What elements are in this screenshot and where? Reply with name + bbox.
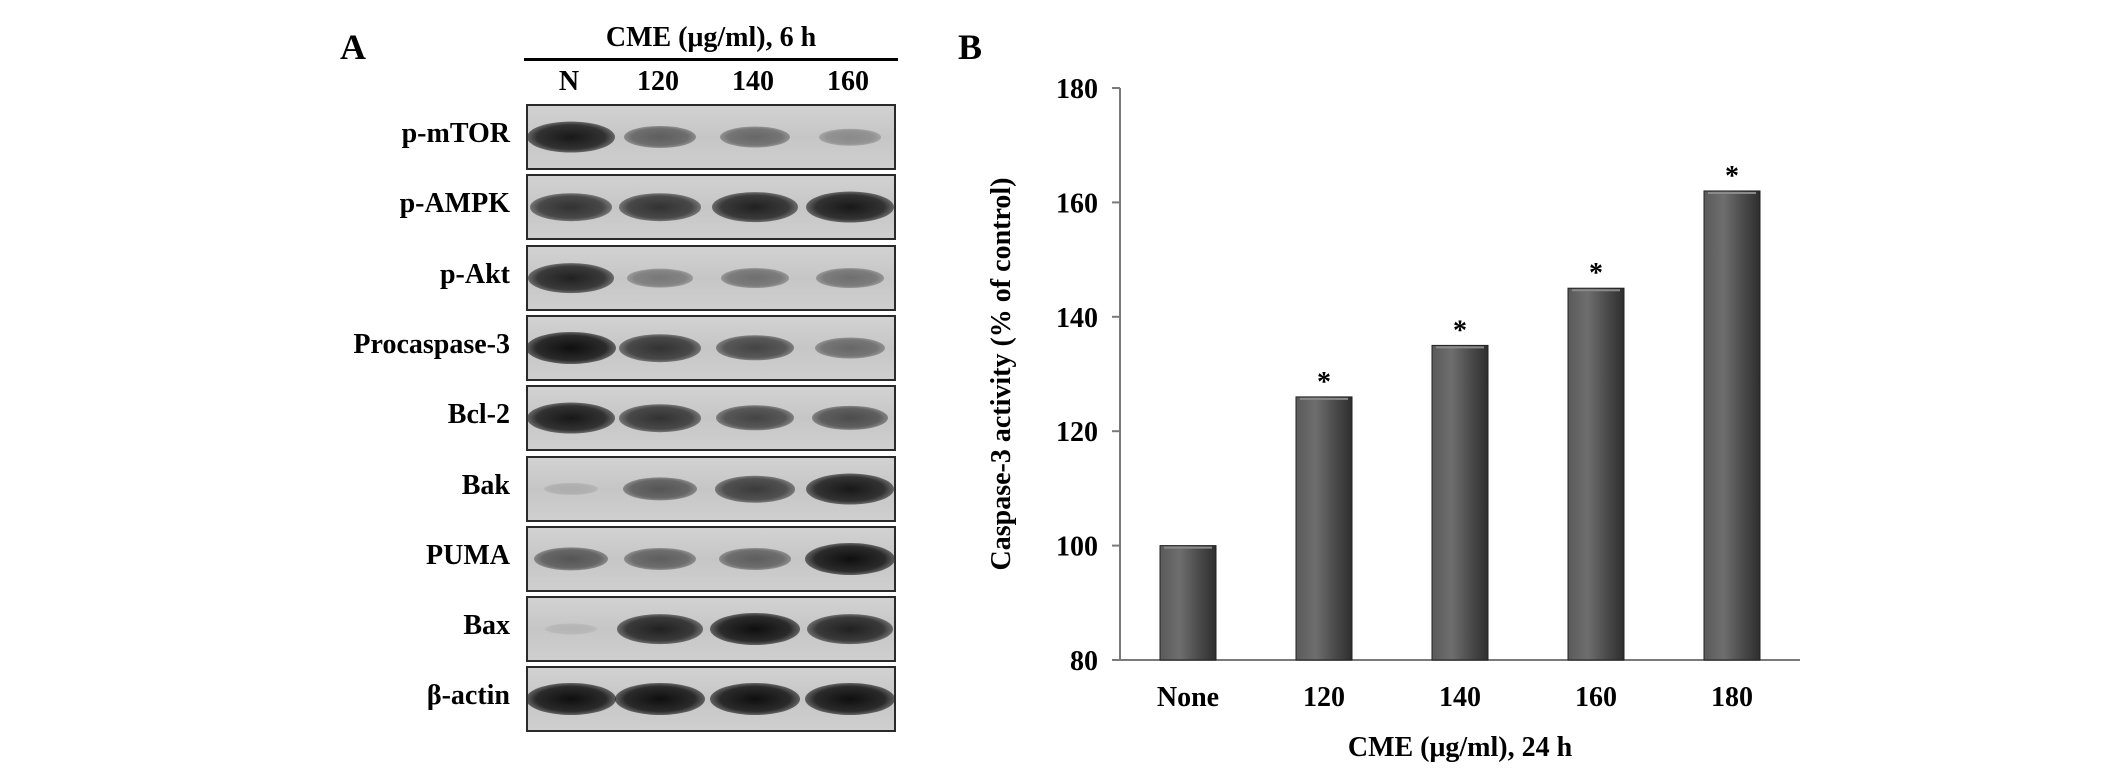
bar	[1703, 190, 1761, 661]
blot-row-label: p-mTOR	[401, 118, 510, 149]
protein-band	[716, 405, 794, 431]
protein-band	[719, 547, 791, 571]
protein-band	[544, 482, 598, 496]
y-tick-label: 140	[1056, 303, 1098, 334]
caspase-chart-panel: B 80 100 120 140 160 180 None 120 * 140 * 160 * 180 * C…	[958, 0, 2126, 764]
protein-band	[528, 683, 616, 715]
significance-marker: *	[1589, 258, 1603, 289]
protein-band	[812, 405, 888, 431]
blot-header: CME (μg/ml), 6 h	[605, 22, 817, 53]
panel-b-letter: B	[958, 27, 983, 67]
blot-strip	[526, 104, 896, 170]
blot-strip	[526, 315, 896, 381]
significance-marker: *	[1317, 367, 1331, 398]
significance-marker: *	[1725, 161, 1739, 192]
panel-a-letter: A	[340, 27, 366, 67]
blot-strip	[526, 456, 896, 522]
lane-label: 160	[827, 66, 869, 97]
western-blot-panel: A CME (μg/ml), 6 h N 120 140 160 p-mTOR p-AM…	[0, 0, 960, 764]
x-tick-label: 160	[1575, 682, 1617, 713]
protein-band	[623, 477, 697, 501]
protein-band	[624, 125, 696, 149]
blot-strip	[526, 385, 896, 451]
protein-band	[528, 332, 616, 364]
protein-band	[528, 263, 614, 293]
protein-band	[805, 543, 894, 575]
protein-band	[615, 683, 705, 715]
protein-band	[805, 683, 894, 715]
y-tick-label: 80	[1070, 646, 1098, 677]
y-axis-title: Caspase-3 activity (% of control)	[986, 178, 1017, 571]
bar	[1159, 545, 1217, 661]
protein-band	[806, 473, 894, 505]
blot-row-label: Bak	[461, 470, 510, 501]
protein-band	[624, 547, 696, 571]
bar	[1567, 287, 1625, 661]
blot-row-label: p-AMPK	[399, 188, 510, 219]
blot-header-rule	[524, 58, 898, 61]
protein-band	[619, 334, 701, 362]
protein-band	[617, 614, 703, 644]
blot-row-label: β-actin	[426, 680, 510, 711]
protein-band	[816, 268, 884, 288]
lane-label: 140	[732, 66, 774, 97]
protein-band	[534, 547, 608, 571]
protein-band	[815, 337, 885, 359]
x-tick-label: 180	[1711, 682, 1753, 713]
bar	[1431, 344, 1489, 661]
lane-label: N	[558, 66, 580, 97]
significance-marker: *	[1453, 315, 1467, 346]
y-tick-label: 120	[1056, 417, 1098, 448]
protein-band	[530, 193, 612, 221]
protein-band	[619, 193, 701, 221]
protein-band	[528, 402, 615, 434]
y-tick-label: 100	[1056, 532, 1098, 563]
x-tick-label: None	[1157, 682, 1219, 713]
protein-band	[819, 128, 881, 146]
y-tick-label: 180	[1056, 74, 1098, 105]
protein-band	[710, 613, 800, 645]
bar	[1295, 396, 1353, 661]
protein-band	[715, 475, 795, 503]
protein-band	[545, 623, 597, 635]
blot-row-label: Procaspase-3	[353, 329, 510, 360]
caspase-bar-chart: 80 100 120 140 160 180 None 120 * 140 * 160 * 180 * CME…	[986, 74, 1800, 763]
blot-strip	[526, 596, 896, 662]
protein-band	[528, 121, 615, 153]
x-axis-title: CME (μg/ml), 24 h	[1348, 732, 1573, 763]
blot-row-label: PUMA	[426, 540, 510, 571]
blot-row-label: Bcl-2	[447, 399, 510, 430]
blot-row-label: p-Akt	[439, 259, 510, 290]
blot-strip	[526, 666, 896, 732]
protein-band	[627, 268, 693, 288]
protein-band	[807, 614, 893, 644]
blot-row-label: Bax	[463, 610, 510, 641]
x-tick-label: 140	[1439, 682, 1481, 713]
blot-strip	[526, 174, 896, 240]
protein-band	[712, 192, 798, 222]
blot-strip	[526, 526, 896, 592]
protein-band	[721, 268, 789, 288]
x-tick-label: 120	[1303, 682, 1345, 713]
protein-band	[720, 126, 790, 148]
lane-label: 120	[637, 66, 679, 97]
protein-band	[716, 335, 794, 361]
blot-strip	[526, 245, 896, 311]
y-tick-label: 160	[1056, 188, 1098, 219]
protein-band	[806, 191, 894, 223]
protein-band	[710, 683, 800, 715]
protein-band	[619, 404, 701, 432]
